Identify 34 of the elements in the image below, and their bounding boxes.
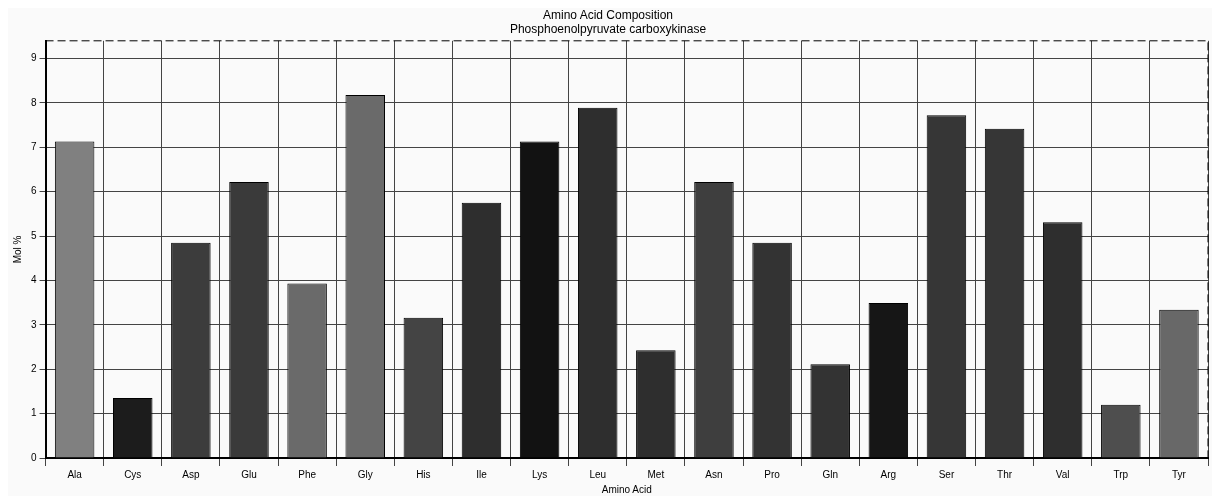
y-tick-label: 8 <box>31 96 37 108</box>
x-tick-label: Leu <box>589 468 607 480</box>
x-tick-label: Trp <box>1113 468 1129 480</box>
x-tick-label: Lys <box>532 468 548 480</box>
x-tick-label: Ser <box>938 468 955 480</box>
x-tick-label: Tyr <box>1171 468 1187 480</box>
chart-title: Amino Acid Composition <box>542 7 674 22</box>
x-tick-label: Gln <box>822 468 838 480</box>
y-tick-label: 7 <box>31 141 37 153</box>
x-tick-label: Val <box>1055 468 1070 480</box>
x-tick-label: Ala <box>67 468 83 480</box>
x-tick-label: Asp <box>182 468 200 480</box>
y-tick-label: 9 <box>31 52 37 64</box>
x-axis-title: Amino Acid <box>601 483 652 495</box>
x-tick-label: Gly <box>357 468 373 480</box>
y-tick-label: 1 <box>31 407 37 419</box>
x-tick-label: Arg <box>880 468 897 480</box>
x-tick-label: Asn <box>705 468 723 480</box>
x-tick-label: Glu <box>241 468 257 480</box>
x-tick-label: His <box>416 468 431 480</box>
chart-subtitle: Phosphoenolpyruvate carboxykinase <box>509 21 707 36</box>
y-tick-label: 3 <box>31 318 37 330</box>
x-tick-label: Cys <box>124 468 142 480</box>
y-tick-label: 2 <box>31 362 37 374</box>
x-tick-label: Ile <box>476 468 488 480</box>
y-axis-title: Mol % <box>11 235 23 264</box>
y-tick-label: 0 <box>31 451 37 463</box>
x-tick-label: Met <box>647 468 665 480</box>
x-tick-label: Thr <box>997 468 1013 480</box>
y-tick-label: 5 <box>31 229 37 241</box>
x-tick-label: Phe <box>298 468 317 480</box>
y-tick-label: 4 <box>31 274 37 286</box>
y-tick-label: 6 <box>31 185 37 197</box>
x-tick-label: Pro <box>764 468 781 480</box>
